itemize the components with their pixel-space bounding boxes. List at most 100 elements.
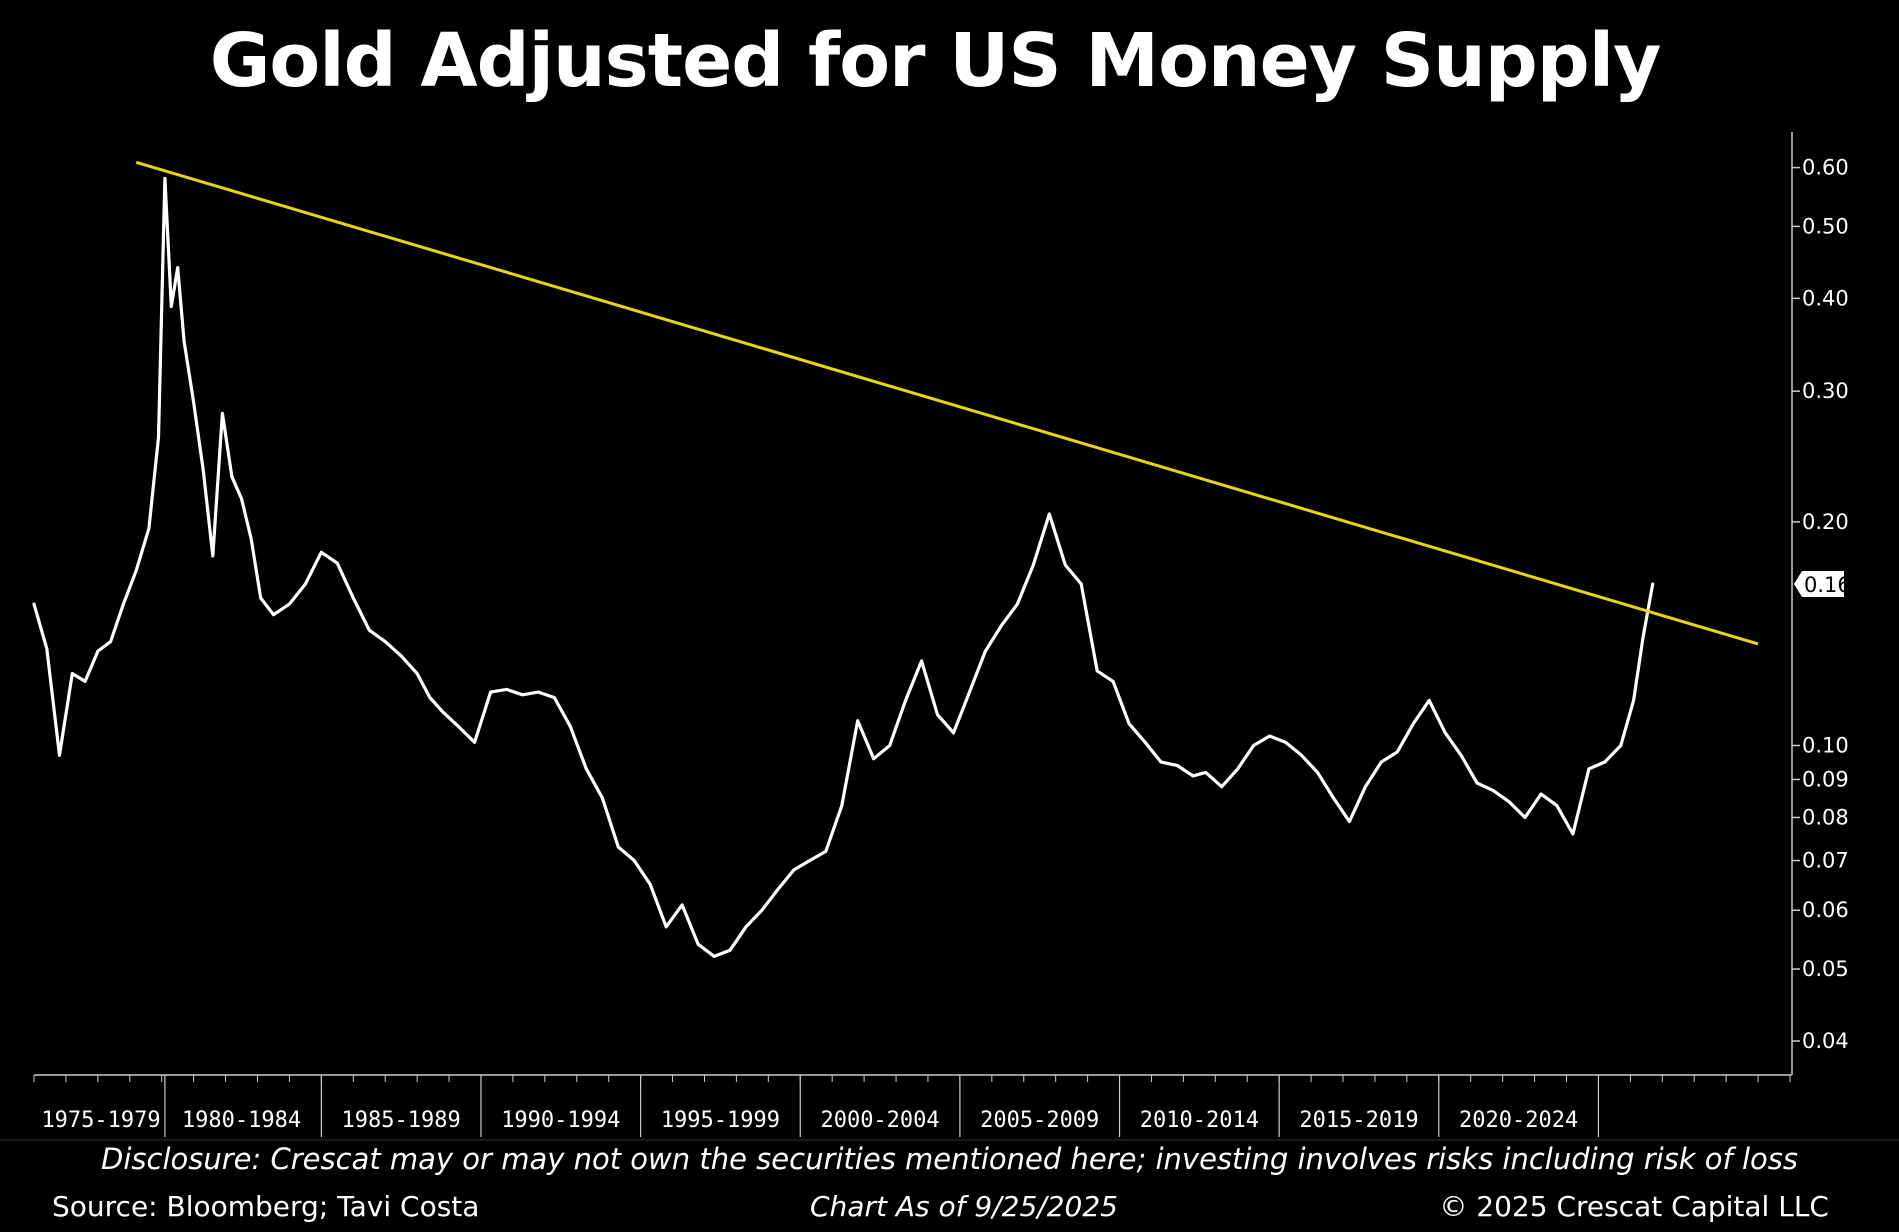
copyright-text: © 2025 Crescat Capital LLC bbox=[1439, 1190, 1829, 1223]
data-point bbox=[744, 925, 748, 929]
y-tick-label: 0.08 bbox=[1802, 805, 1849, 829]
data-point bbox=[288, 602, 291, 606]
data-point bbox=[537, 690, 540, 694]
data-point bbox=[1364, 785, 1367, 789]
x-tick-label: 2010-2014 bbox=[1140, 1108, 1259, 1133]
x-tick-label: 1990-1994 bbox=[501, 1108, 620, 1133]
data-point bbox=[1427, 699, 1431, 702]
data-point bbox=[648, 883, 652, 886]
trendline bbox=[135, 160, 1759, 646]
y-tick-label: 0.40 bbox=[1802, 286, 1849, 310]
data-point bbox=[856, 719, 860, 723]
x-tick-label: 2005-2009 bbox=[980, 1108, 1099, 1133]
data-point bbox=[712, 955, 716, 958]
data-point bbox=[134, 569, 138, 572]
y-tick-label: 0.09 bbox=[1802, 767, 1849, 791]
data-point bbox=[259, 596, 263, 600]
chart-title: Gold Adjusted for US Money Supply bbox=[209, 18, 1662, 104]
data-point bbox=[1000, 624, 1003, 627]
data-point bbox=[157, 435, 160, 439]
disclosure-text: Disclosure: Crescat may or may not own t… bbox=[101, 1142, 1798, 1176]
data-point bbox=[249, 537, 253, 540]
data-point bbox=[1204, 771, 1208, 774]
data-point bbox=[760, 908, 764, 912]
data-point bbox=[792, 868, 796, 872]
data-point bbox=[696, 942, 700, 946]
data-point bbox=[399, 654, 403, 658]
data-point bbox=[32, 602, 36, 606]
data-point bbox=[415, 672, 419, 675]
x-axis: 1975-1979 1980-1984 1985-1989 1990-1994 1995… bbox=[0, 1074, 1899, 1141]
data-point bbox=[211, 554, 215, 558]
data-point bbox=[70, 672, 74, 675]
x-tick-label: 1975-1979 bbox=[41, 1108, 160, 1133]
data-point bbox=[1175, 764, 1179, 767]
data-point bbox=[1236, 767, 1240, 771]
data-point bbox=[83, 680, 87, 683]
data-point bbox=[351, 596, 355, 600]
data-point bbox=[1571, 832, 1575, 836]
y-tick-label: 0.30 bbox=[1802, 379, 1849, 403]
data-point bbox=[1316, 771, 1319, 774]
y-tick-label: 0.07 bbox=[1802, 849, 1849, 873]
data-point bbox=[1603, 760, 1607, 764]
data-point bbox=[441, 710, 445, 714]
data-point bbox=[169, 305, 173, 308]
x-tick-label: 1980-1984 bbox=[182, 1108, 301, 1133]
data-point bbox=[952, 731, 955, 735]
data-point bbox=[147, 527, 151, 530]
data-point bbox=[1632, 699, 1635, 702]
data-point bbox=[1379, 760, 1383, 764]
data-point bbox=[824, 850, 828, 853]
data-point bbox=[176, 266, 180, 269]
data-point bbox=[1079, 582, 1083, 586]
data-point bbox=[1475, 781, 1479, 785]
data-point bbox=[109, 640, 112, 643]
data-point bbox=[58, 753, 61, 757]
data-point bbox=[1411, 722, 1415, 726]
data-point bbox=[1284, 740, 1287, 744]
data-point bbox=[45, 647, 49, 651]
data-point bbox=[553, 696, 556, 699]
data-point bbox=[221, 412, 224, 415]
y-tick-label: 0.20 bbox=[1802, 510, 1849, 534]
data-point bbox=[319, 550, 323, 554]
data-point bbox=[1047, 512, 1051, 516]
data-point bbox=[1587, 767, 1591, 771]
x-tick-label: 2000-2004 bbox=[820, 1108, 939, 1133]
data-point bbox=[1332, 796, 1335, 800]
data-point bbox=[1095, 669, 1099, 673]
y-tick-label: 0.60 bbox=[1802, 156, 1849, 180]
data-point bbox=[1395, 750, 1399, 754]
data-point bbox=[505, 688, 508, 691]
data-point bbox=[1651, 582, 1655, 586]
data-point bbox=[616, 845, 620, 849]
y-tick-label: 0.06 bbox=[1802, 898, 1849, 922]
data-point bbox=[600, 796, 604, 800]
series-layer bbox=[32, 160, 1759, 958]
data-point bbox=[664, 925, 668, 929]
data-point bbox=[904, 699, 907, 702]
data-point bbox=[888, 744, 892, 747]
last-value-label: 0.16 bbox=[1804, 573, 1851, 597]
data-point bbox=[840, 804, 844, 807]
data-point bbox=[182, 340, 186, 343]
data-point bbox=[96, 649, 100, 653]
x-tick-label: 1995-1999 bbox=[661, 1108, 780, 1133]
data-point bbox=[569, 725, 572, 729]
data-point bbox=[872, 757, 876, 761]
data-point bbox=[632, 859, 636, 862]
data-point bbox=[1159, 760, 1163, 764]
data-point bbox=[192, 400, 196, 404]
data-point bbox=[1252, 744, 1255, 747]
data-point bbox=[1348, 820, 1351, 823]
data-point bbox=[728, 948, 732, 952]
data-point bbox=[1459, 753, 1463, 757]
x-tick-label: 1985-1989 bbox=[342, 1108, 461, 1133]
data-point bbox=[1555, 804, 1559, 807]
data-point bbox=[428, 696, 432, 699]
y-tick-label: 0.05 bbox=[1802, 957, 1849, 981]
data-point bbox=[1523, 816, 1527, 819]
data-point bbox=[304, 582, 307, 586]
data-point bbox=[489, 690, 492, 694]
